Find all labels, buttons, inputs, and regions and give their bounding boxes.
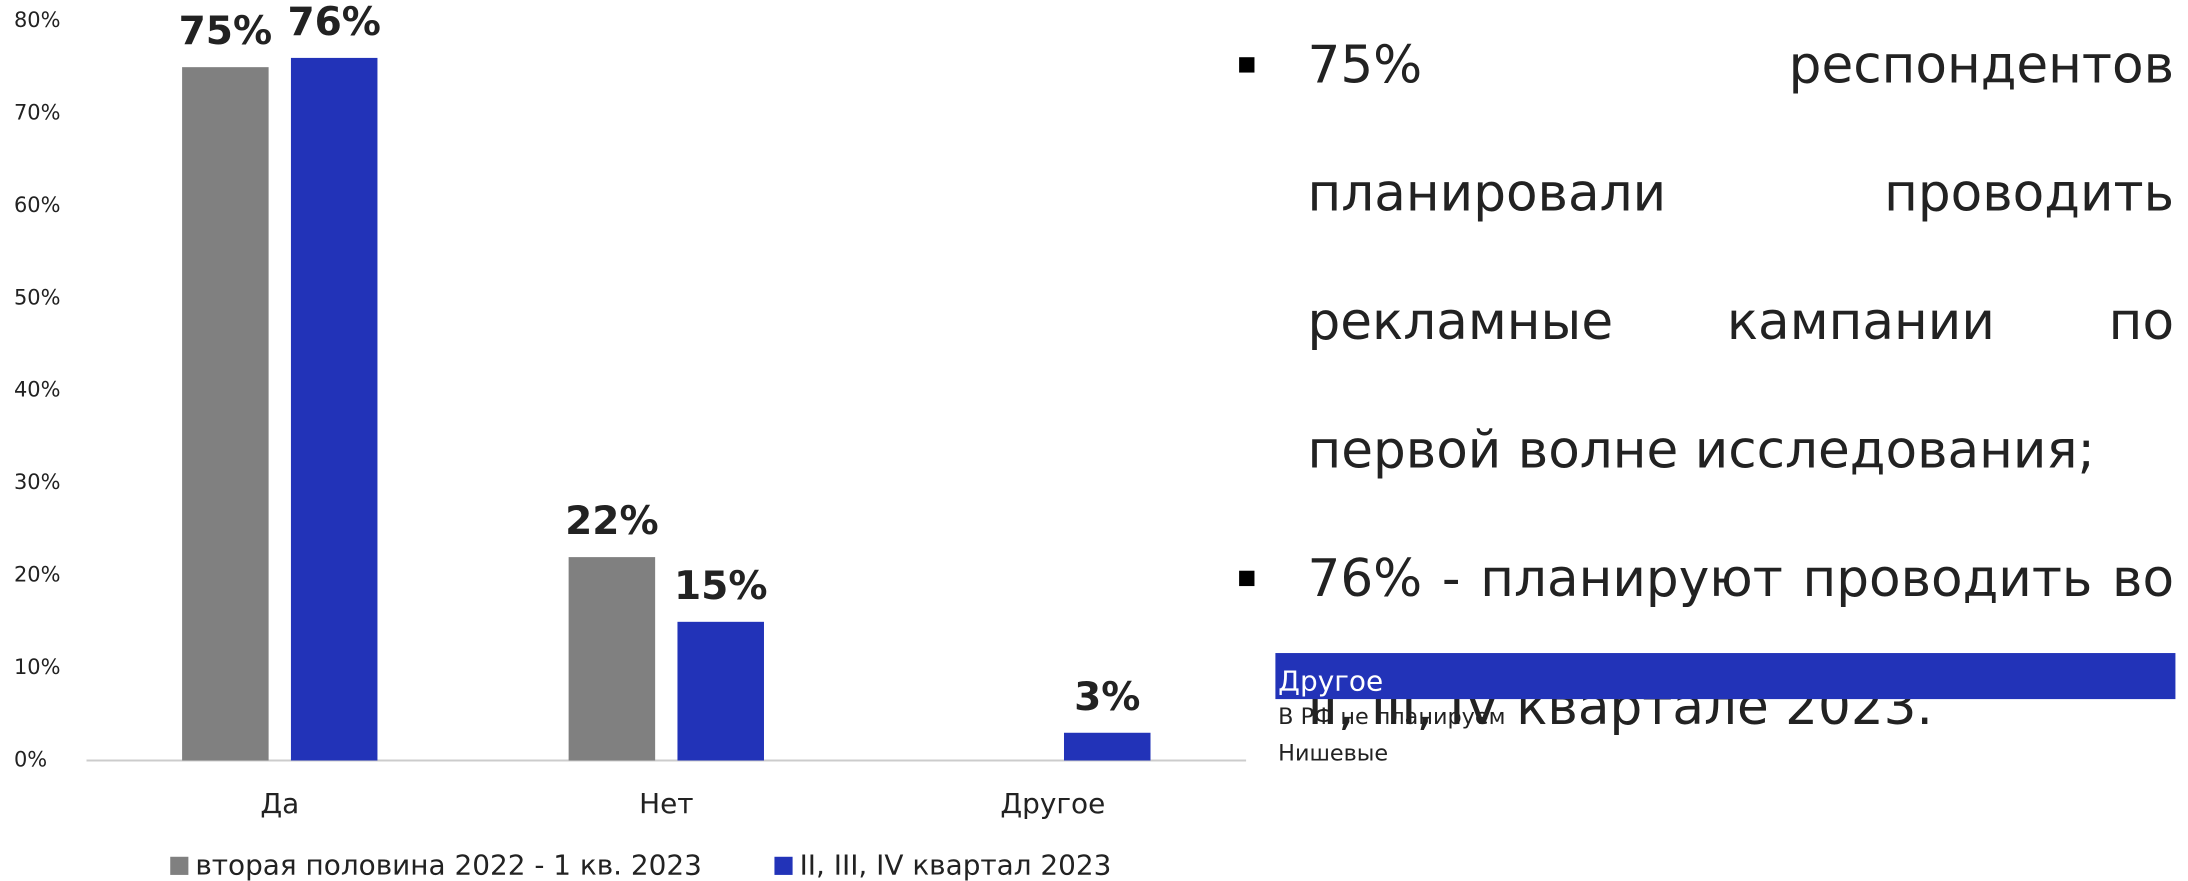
y-tick-label: 70% bbox=[14, 100, 61, 124]
legend-label: II, III, IV квартал 2023 bbox=[800, 849, 1112, 881]
legend-label: вторая половина 2022 - 1 кв. 2023 bbox=[195, 849, 702, 881]
y-tick-label: 10% bbox=[14, 655, 61, 679]
list: Другое В РФ не планируем Нишевые bbox=[1275, 653, 2176, 772]
y-tick-label: 80% bbox=[14, 8, 61, 32]
y-tick-label: 50% bbox=[14, 285, 61, 309]
bar bbox=[677, 621, 764, 761]
y-tick-label: 30% bbox=[14, 470, 61, 494]
y-tick-label: 0% bbox=[14, 747, 47, 771]
data-label: 22% bbox=[565, 499, 659, 544]
legend-swatch bbox=[170, 856, 189, 875]
y-tick-label: 20% bbox=[14, 563, 61, 587]
list-header: Другое bbox=[1275, 653, 2176, 700]
data-label: 3% bbox=[1074, 675, 1140, 720]
bar bbox=[182, 67, 269, 761]
y-tick-label: 60% bbox=[14, 193, 61, 217]
data-label: 76% bbox=[287, 0, 381, 45]
bar bbox=[1063, 732, 1151, 761]
legend-swatch bbox=[774, 856, 793, 875]
list-item: В РФ не планируем bbox=[1278, 703, 1506, 730]
x-tick-label: Да bbox=[260, 787, 299, 820]
data-label: 15% bbox=[674, 564, 768, 609]
bar bbox=[290, 57, 378, 761]
data-label: 75% bbox=[179, 9, 273, 54]
x-tick-label: Нет bbox=[639, 787, 693, 820]
y-tick-label: 40% bbox=[14, 378, 61, 402]
x-tick-label: Другое bbox=[1000, 787, 1105, 820]
bar bbox=[568, 557, 656, 761]
list-item: Нишевые bbox=[1278, 739, 1389, 767]
bullets: 75% респондентов планировали проводить р… bbox=[1239, 1, 2174, 771]
bullet: 75% респондентов планировали проводить р… bbox=[1239, 1, 2174, 515]
chart: 0% 10% 20% 30% 40% 50% 60% 70% 80% Да 75% 76% Нет 22%… bbox=[14, 0, 1247, 881]
